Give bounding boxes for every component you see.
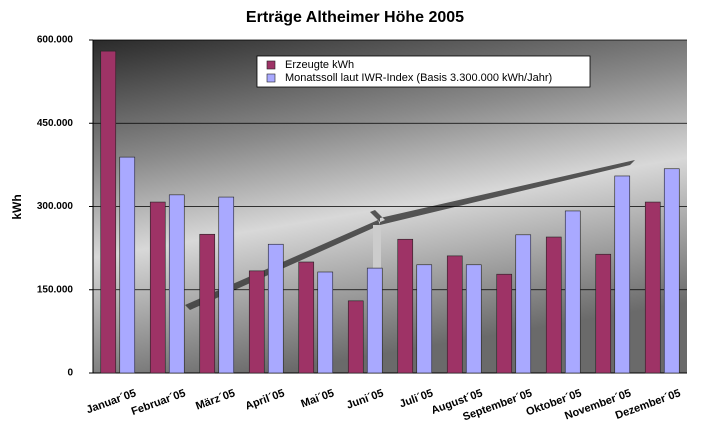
bar — [119, 156, 136, 374]
bar — [199, 233, 216, 374]
x-tick-label: Januar´05 — [85, 387, 138, 416]
y-tick-label: 150.000 — [37, 284, 74, 295]
bar — [564, 210, 581, 374]
legend-label: Monatssoll laut IWR-Index (Basis 3.300.0… — [285, 72, 552, 84]
bar — [347, 300, 364, 374]
bar — [416, 264, 433, 374]
x-tick-label: Juni´05 — [345, 387, 385, 411]
bar — [248, 270, 265, 374]
legend — [256, 55, 591, 88]
bar — [317, 271, 334, 374]
x-tick-label: Mai´05 — [299, 387, 335, 410]
legend-box — [256, 55, 591, 88]
x-tick-label: April´05 — [244, 387, 287, 412]
bar — [465, 264, 482, 374]
y-axis-label: kWh — [10, 194, 24, 219]
bar — [496, 273, 513, 374]
bar — [267, 243, 284, 374]
bar — [397, 238, 414, 374]
bar — [149, 201, 166, 374]
bar — [545, 236, 562, 374]
bar — [595, 253, 612, 374]
bar — [446, 255, 463, 374]
chart-title: Erträge Altheimer Höhe 2005 — [246, 9, 464, 26]
legend-swatch — [266, 73, 276, 83]
legend-label: Erzeugte kWh — [285, 59, 354, 71]
bar — [366, 267, 383, 374]
bar — [218, 196, 235, 374]
bar — [100, 50, 117, 374]
y-tick-label: 450.000 — [37, 118, 74, 129]
bar — [515, 234, 532, 374]
bar — [644, 201, 661, 374]
bar — [614, 175, 631, 374]
y-tick-label: 600.000 — [37, 35, 74, 46]
bar — [663, 168, 680, 374]
bar — [168, 194, 185, 374]
x-tick-label: Februar´05 — [130, 387, 188, 418]
y-tick-label: 0 — [67, 368, 73, 379]
x-tick-label: März´05 — [194, 387, 237, 412]
y-tick-label: 300.000 — [37, 201, 74, 212]
bar — [298, 261, 315, 374]
legend-swatch — [266, 60, 276, 70]
